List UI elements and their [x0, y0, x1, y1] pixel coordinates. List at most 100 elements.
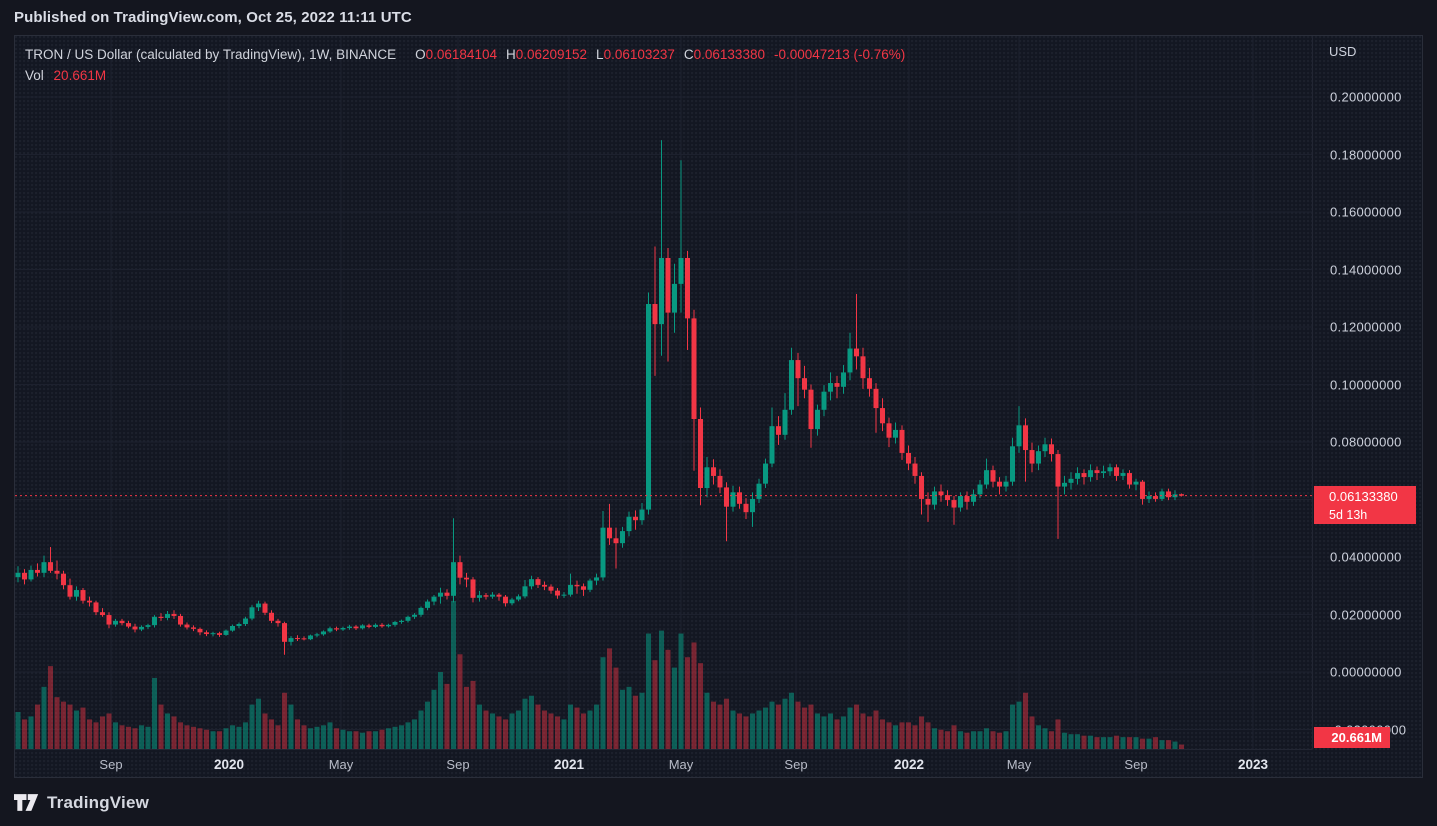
volume-bar	[54, 697, 60, 749]
candle-body	[490, 594, 495, 597]
volume-bar	[568, 704, 573, 749]
candle-body	[249, 607, 255, 619]
chart-container[interactable]: TRON / US Dollar (calculated by TradingV…	[14, 35, 1423, 778]
volume-bar	[334, 728, 339, 749]
price-axis[interactable]: 0.20000000 0.18000000 0.16000000 0.14000000…	[1312, 36, 1424, 749]
volume-bar	[425, 701, 430, 749]
close-label: C	[683, 47, 694, 62]
volume-bar	[314, 726, 320, 749]
candle-body	[425, 601, 430, 608]
candle-body	[1140, 481, 1145, 499]
volume-bar	[490, 713, 495, 749]
candle-body	[529, 579, 534, 587]
volume-bar	[464, 686, 469, 749]
candle-body	[217, 633, 222, 635]
volume-bar	[1075, 734, 1080, 749]
time-tick-month: Sep	[784, 757, 808, 772]
footer: TradingView	[14, 792, 149, 813]
volume-bar	[412, 719, 417, 749]
volume-bar	[678, 633, 684, 749]
volume-bar	[1114, 735, 1119, 749]
volume-bar	[977, 731, 983, 749]
time-axis[interactable]: Sep 2020 May Sep 2021 May Sep 2022 May Sep 2023	[15, 749, 1312, 779]
candle-body	[568, 584, 573, 595]
candle-body	[392, 621, 398, 625]
candle-body	[262, 603, 268, 613]
volume-bar	[516, 710, 521, 749]
candle-body	[1127, 473, 1132, 485]
candle-body	[483, 595, 489, 597]
candle-body	[834, 383, 840, 387]
volume-bar	[28, 716, 34, 749]
candle-body	[1049, 444, 1054, 455]
candle-body	[659, 258, 664, 325]
candle-body	[321, 631, 326, 635]
volume-bar	[613, 667, 619, 749]
volume-bar	[594, 704, 599, 749]
low-label: L	[596, 47, 604, 62]
volume-bar	[886, 722, 892, 749]
candle-body	[581, 586, 586, 590]
candle-body	[15, 572, 21, 578]
candle-body	[295, 638, 300, 640]
time-tick-month: Sep	[99, 757, 123, 772]
candle-body	[587, 580, 593, 590]
candle-body	[704, 467, 710, 488]
volume-bar	[652, 660, 658, 749]
volume-bar	[1140, 738, 1145, 749]
candlestick-pane[interactable]	[15, 36, 1312, 749]
volume-bar	[249, 704, 255, 749]
candle-body	[808, 389, 814, 430]
volume-bar	[561, 719, 567, 749]
candle-body	[860, 356, 866, 379]
candle-body	[379, 624, 385, 627]
symbol-title: TRON / US Dollar (calculated by TradingV…	[25, 47, 397, 62]
volume-bar	[1010, 704, 1015, 749]
candle-body	[1010, 446, 1015, 482]
volume-bar	[815, 713, 820, 749]
candle-body	[418, 607, 424, 615]
tradingview-logo-icon[interactable]	[14, 792, 39, 813]
volume-bar	[750, 713, 755, 749]
volume-bar	[15, 712, 21, 749]
volume-bar	[74, 710, 79, 749]
candle-body	[516, 596, 521, 600]
volume-bar	[1133, 737, 1139, 749]
volume-bar	[178, 722, 183, 749]
candle-body	[886, 423, 892, 438]
candle-body	[1016, 425, 1022, 447]
volume-bar	[548, 713, 554, 749]
candle-body	[431, 596, 437, 602]
candle-body	[1088, 470, 1093, 478]
candle-body	[1062, 482, 1067, 487]
volume-bar	[1166, 740, 1171, 749]
volume-bar	[106, 713, 112, 749]
volume-bar	[672, 667, 677, 749]
candle-body	[1029, 450, 1035, 464]
volume-bar	[204, 729, 209, 749]
tradingview-logo-text[interactable]: TradingView	[47, 792, 150, 812]
volume-bar	[1023, 692, 1028, 749]
volume-bar	[964, 732, 970, 749]
volume-bar	[1055, 719, 1061, 749]
candle-body	[457, 562, 463, 578]
volume-bar	[1146, 738, 1152, 749]
time-tick-year: 2021	[553, 757, 585, 772]
candle-body	[360, 625, 365, 629]
volume-bar	[61, 701, 66, 749]
candle-body	[1133, 481, 1139, 485]
volume-bar	[535, 704, 541, 749]
candle-body	[977, 484, 983, 495]
candle-body	[327, 628, 333, 632]
candle-body	[678, 258, 684, 284]
candle-body	[769, 426, 775, 464]
volume-bar	[633, 695, 638, 749]
volume-bar	[600, 657, 606, 749]
volume-bar	[379, 729, 385, 749]
volume-bar	[321, 725, 326, 749]
candle-body	[633, 516, 638, 521]
change-value: -0.00047213 (-0.76%)	[773, 47, 906, 62]
volume-bar	[730, 710, 736, 749]
volume-bar	[542, 710, 547, 749]
volume-bar	[990, 731, 996, 749]
